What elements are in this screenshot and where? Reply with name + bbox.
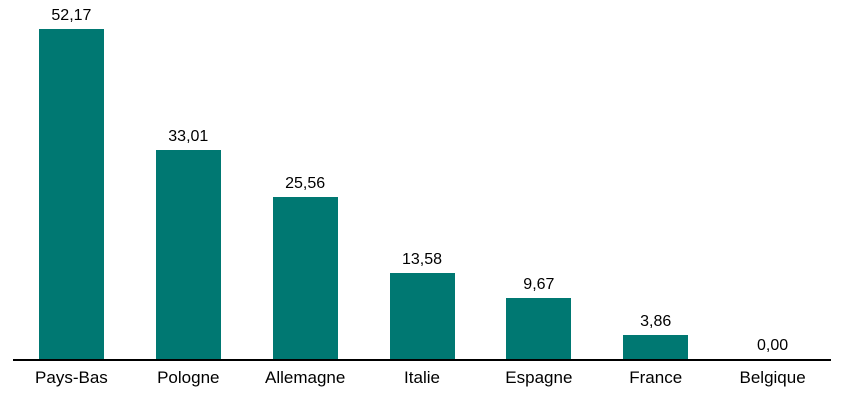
bar[interactable] — [155, 150, 221, 359]
value-label: 3,86 — [640, 313, 672, 330]
bar[interactable] — [38, 29, 104, 359]
bar-column: 25,56 — [247, 176, 364, 359]
bar[interactable] — [623, 335, 689, 359]
category-label: Espagne — [505, 368, 573, 387]
bar-column: 9,67 — [480, 277, 597, 359]
value-label: 9,67 — [523, 276, 555, 293]
value-label: 33,01 — [168, 128, 209, 145]
bar-column: 3,86 — [597, 314, 714, 359]
x-axis-labels: Pays-Bas Pologne Allemagne Italie Espagne Fra… — [13, 368, 831, 388]
category-label: Allemagne — [264, 368, 346, 387]
bar-column: 33,01 — [130, 129, 247, 359]
plot-area: 52,17 33,01 25,56 13,58 9,67 3,86 0,00 — [13, 0, 831, 361]
bar-column: 52,17 — [13, 8, 130, 359]
bar-column: 0,00 — [714, 338, 831, 359]
category-label: France — [629, 368, 683, 387]
bar[interactable] — [506, 298, 572, 359]
value-label: 13,58 — [401, 251, 443, 268]
bar[interactable] — [389, 273, 455, 359]
bar[interactable] — [272, 197, 338, 359]
value-label: 25,56 — [285, 175, 326, 192]
category-label: Belgique — [739, 368, 806, 387]
value-label: 52,17 — [51, 7, 92, 24]
category-label: Italie — [404, 368, 440, 387]
category-label: Pologne — [157, 368, 220, 387]
category-label: Pays-Bas — [35, 368, 108, 387]
bar-column: 13,58 — [364, 252, 481, 359]
value-label: 0,00 — [757, 337, 789, 354]
